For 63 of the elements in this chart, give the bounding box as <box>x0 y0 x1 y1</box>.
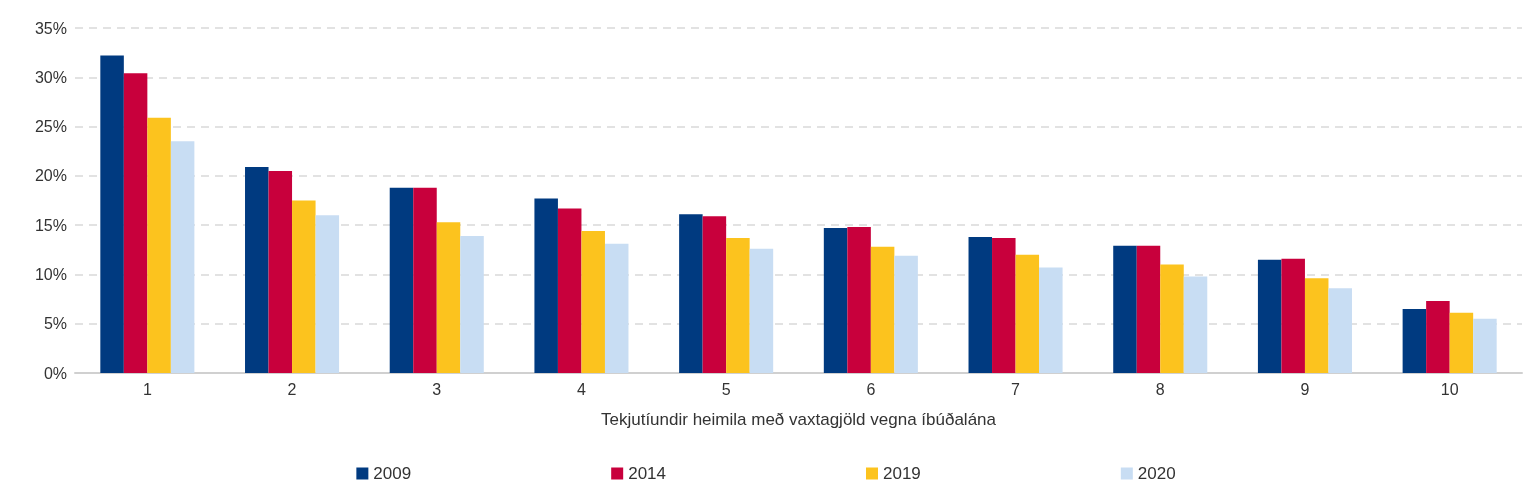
y-tick-label: 15% <box>34 216 67 234</box>
bar <box>292 200 316 373</box>
bar <box>557 208 582 373</box>
x-axis-title: Tekjutíundir heimila með vaxtagjöld vegna íbúðalána <box>600 410 997 429</box>
y-tick-label: 35% <box>34 19 67 37</box>
bar <box>749 248 774 373</box>
bar <box>702 216 727 373</box>
x-tick-label: 4 <box>577 380 586 398</box>
bar <box>1183 276 1208 373</box>
bar <box>823 228 848 373</box>
bar <box>1136 245 1161 373</box>
x-tick-label: 3 <box>432 380 442 398</box>
bar <box>100 55 124 373</box>
y-tick-label: 5% <box>43 315 67 333</box>
x-tick-label: 2 <box>287 380 297 398</box>
bar <box>847 227 871 373</box>
bar <box>679 214 703 373</box>
bar <box>1281 258 1305 373</box>
bar <box>1015 254 1040 373</box>
bar <box>268 170 293 373</box>
bar <box>534 198 558 373</box>
x-tick-label: 7 <box>1011 380 1021 398</box>
bar <box>604 243 629 373</box>
x-tick-label: 6 <box>866 380 876 398</box>
bar <box>245 166 269 373</box>
bar <box>389 187 414 373</box>
x-tick-label: 9 <box>1300 380 1310 398</box>
bar <box>413 187 437 373</box>
bar <box>1257 259 1282 373</box>
legend-label: 2020 <box>1137 464 1176 483</box>
y-tick-label: 0% <box>43 364 67 382</box>
x-tick-label: 1 <box>142 380 152 398</box>
bar <box>894 255 918 373</box>
bar <box>170 141 195 373</box>
bar <box>1328 288 1352 373</box>
bar <box>1113 245 1137 373</box>
y-tick-label: 25% <box>34 118 67 136</box>
bar <box>1473 318 1497 373</box>
bar <box>1402 308 1427 373</box>
bar <box>315 215 340 373</box>
y-tick-label: 30% <box>34 68 67 86</box>
bar <box>1426 301 1450 373</box>
legend-label: 2019 <box>883 464 921 483</box>
bar <box>1304 278 1329 373</box>
y-tick-label: 20% <box>34 167 67 185</box>
bar <box>123 73 148 373</box>
bar <box>1039 267 1063 373</box>
bar <box>460 235 484 373</box>
y-tick-label: 10% <box>34 265 67 283</box>
bar <box>968 236 993 373</box>
x-tick-label: 5 <box>721 380 731 398</box>
legend-label: 2009 <box>373 464 412 483</box>
legend-label: 2014 <box>628 464 667 483</box>
bar <box>870 246 895 373</box>
bar <box>1160 264 1184 373</box>
bar <box>992 237 1016 373</box>
bar <box>726 237 750 373</box>
x-tick-label: 10 <box>1440 380 1459 398</box>
bar <box>581 231 605 373</box>
x-tick-label: 8 <box>1155 380 1165 398</box>
bar <box>1449 312 1474 373</box>
bar <box>436 222 461 373</box>
bar <box>147 117 171 373</box>
